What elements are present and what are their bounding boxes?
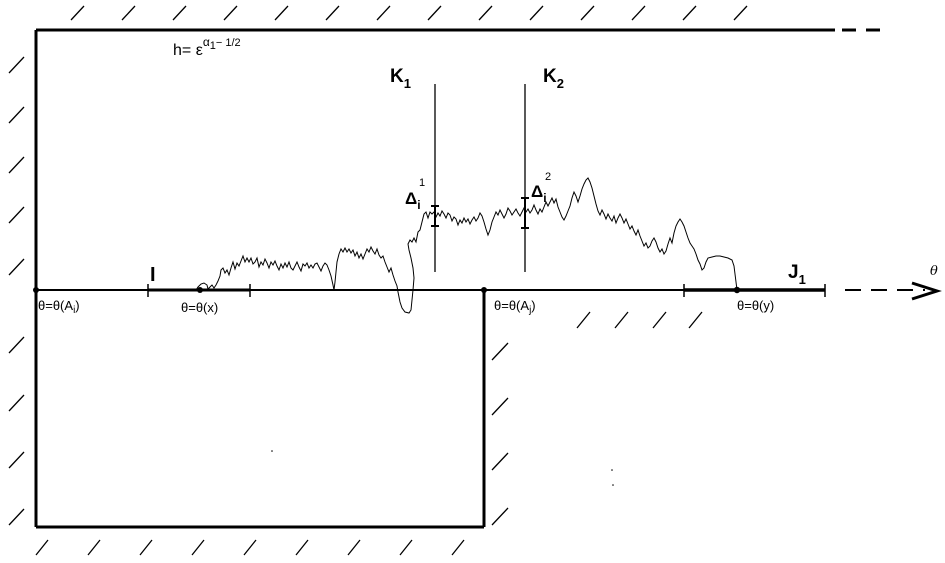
point-Ai — [33, 287, 39, 293]
K2-sub: 2 — [557, 76, 564, 91]
hatch-mark — [172, 5, 187, 21]
formula-h: h= εα1− 1/2 — [173, 35, 241, 59]
K2-main: K — [543, 66, 557, 87]
hatch-mark — [576, 311, 591, 329]
hatch-mark — [631, 5, 646, 21]
delta-markers — [431, 197, 529, 229]
hatch-mark — [8, 156, 25, 174]
svg-text:θ=θ(Aj): θ=θ(Aj) — [494, 298, 536, 316]
hatch-mark — [491, 507, 509, 526]
hatch-mark — [478, 5, 493, 21]
delta2-sub: i — [543, 191, 546, 205]
label-J1: J1 — [788, 262, 806, 287]
stray-dot — [611, 469, 613, 471]
stray-dot — [612, 484, 614, 486]
hatch-mark — [8, 508, 25, 526]
hatch-mark — [8, 258, 25, 276]
hatch-mark — [325, 5, 340, 21]
hatch-mark — [8, 206, 25, 224]
hatch-mark — [139, 539, 153, 556]
label-K1: K1 — [390, 66, 411, 91]
delta1-main: Δ — [405, 189, 417, 208]
hatch-mark — [733, 5, 748, 21]
h-formula-exponent: α — [203, 35, 210, 49]
h-formula-exponent-sub: 1 — [210, 40, 216, 52]
hatch-mark — [491, 452, 509, 471]
hatch-mark — [35, 539, 49, 556]
hatch-mark — [652, 311, 667, 329]
hatch-mark — [295, 539, 309, 556]
hatch-mark — [70, 5, 85, 21]
J1-main: J — [788, 262, 799, 283]
K1-main: K — [390, 66, 404, 87]
label-theta-Ai: θ=θ(Ai) — [38, 298, 80, 316]
label-K2: K2 — [543, 66, 564, 91]
svg-text:θ=θ(Ai): θ=θ(Ai) — [38, 298, 80, 316]
hatch-mark — [682, 5, 697, 21]
hatch-mark — [8, 394, 25, 412]
K1-sub: 1 — [404, 76, 411, 91]
theta-Aj-pre: θ=θ(A — [494, 298, 529, 313]
delta1-sub: i — [417, 198, 420, 212]
hatch-mark — [8, 451, 25, 469]
svg-text:Δi: Δi — [405, 189, 421, 212]
svg-text:K2: K2 — [543, 66, 564, 91]
svg-text:Δi: Δi — [531, 182, 547, 205]
hatch-mark — [529, 5, 544, 21]
label-theta-Aj: θ=θ(Aj) — [494, 298, 536, 316]
label-delta2: Δi 2 — [531, 171, 551, 205]
axis-arrowhead — [911, 281, 942, 301]
hatch-mark — [8, 106, 25, 124]
hatch-mark — [614, 311, 629, 329]
delta2-sup: 2 — [545, 171, 551, 183]
hatch-mark — [8, 56, 25, 74]
theta-Ai-sub: i — [73, 305, 75, 316]
hatch-mark — [491, 397, 509, 416]
hatch-mark — [688, 311, 703, 329]
hatch-mark — [451, 539, 465, 556]
point-x — [197, 287, 203, 293]
theta-Aj-post: ) — [531, 298, 535, 313]
hatch-mark — [274, 5, 289, 21]
svg-text:K1: K1 — [390, 66, 411, 91]
point-Aj — [481, 287, 487, 293]
hatch-mark — [87, 539, 101, 556]
stray-dot — [271, 450, 273, 452]
wall-hatching — [8, 5, 748, 556]
hatch-mark — [399, 539, 413, 556]
svg-text:J1: J1 — [788, 262, 806, 287]
h-formula-base: h= ε — [173, 42, 203, 59]
hatch-mark — [191, 539, 205, 556]
hatch-mark — [121, 5, 136, 21]
label-theta-x: θ=θ(x) — [181, 300, 218, 315]
hatch-mark — [491, 342, 509, 361]
label-theta-y: θ=θ(y) — [737, 298, 774, 313]
theta-Ai-post: ) — [75, 298, 79, 313]
svg-text:h= εα1− 1/2: h= εα1− 1/2 — [173, 35, 241, 59]
hatch-mark — [8, 336, 25, 354]
label-theta-axis: θ — [930, 264, 938, 279]
domain-boundary — [34, 28, 880, 529]
theta-Ai-pre: θ=θ(A — [38, 298, 73, 313]
label-I: I — [150, 264, 156, 286]
theta-Aj-sub: j — [528, 305, 531, 316]
J1-sub: 1 — [799, 272, 806, 287]
hatch-mark — [243, 539, 257, 556]
hatch-mark — [580, 5, 595, 21]
hatch-mark — [347, 539, 361, 556]
label-delta1: Δi 1 — [405, 177, 425, 212]
hatch-mark — [223, 5, 238, 21]
random-path-curve — [195, 177, 738, 314]
hatch-mark — [376, 5, 391, 21]
vertical-cuts — [434, 84, 526, 272]
delta2-main: Δ — [531, 182, 543, 201]
theta-axis — [36, 281, 942, 301]
delta1-sup: 1 — [419, 177, 425, 189]
hatch-mark — [427, 5, 442, 21]
h-formula-exponent-tail: − 1/2 — [216, 37, 241, 49]
axis-ticks — [147, 284, 826, 297]
